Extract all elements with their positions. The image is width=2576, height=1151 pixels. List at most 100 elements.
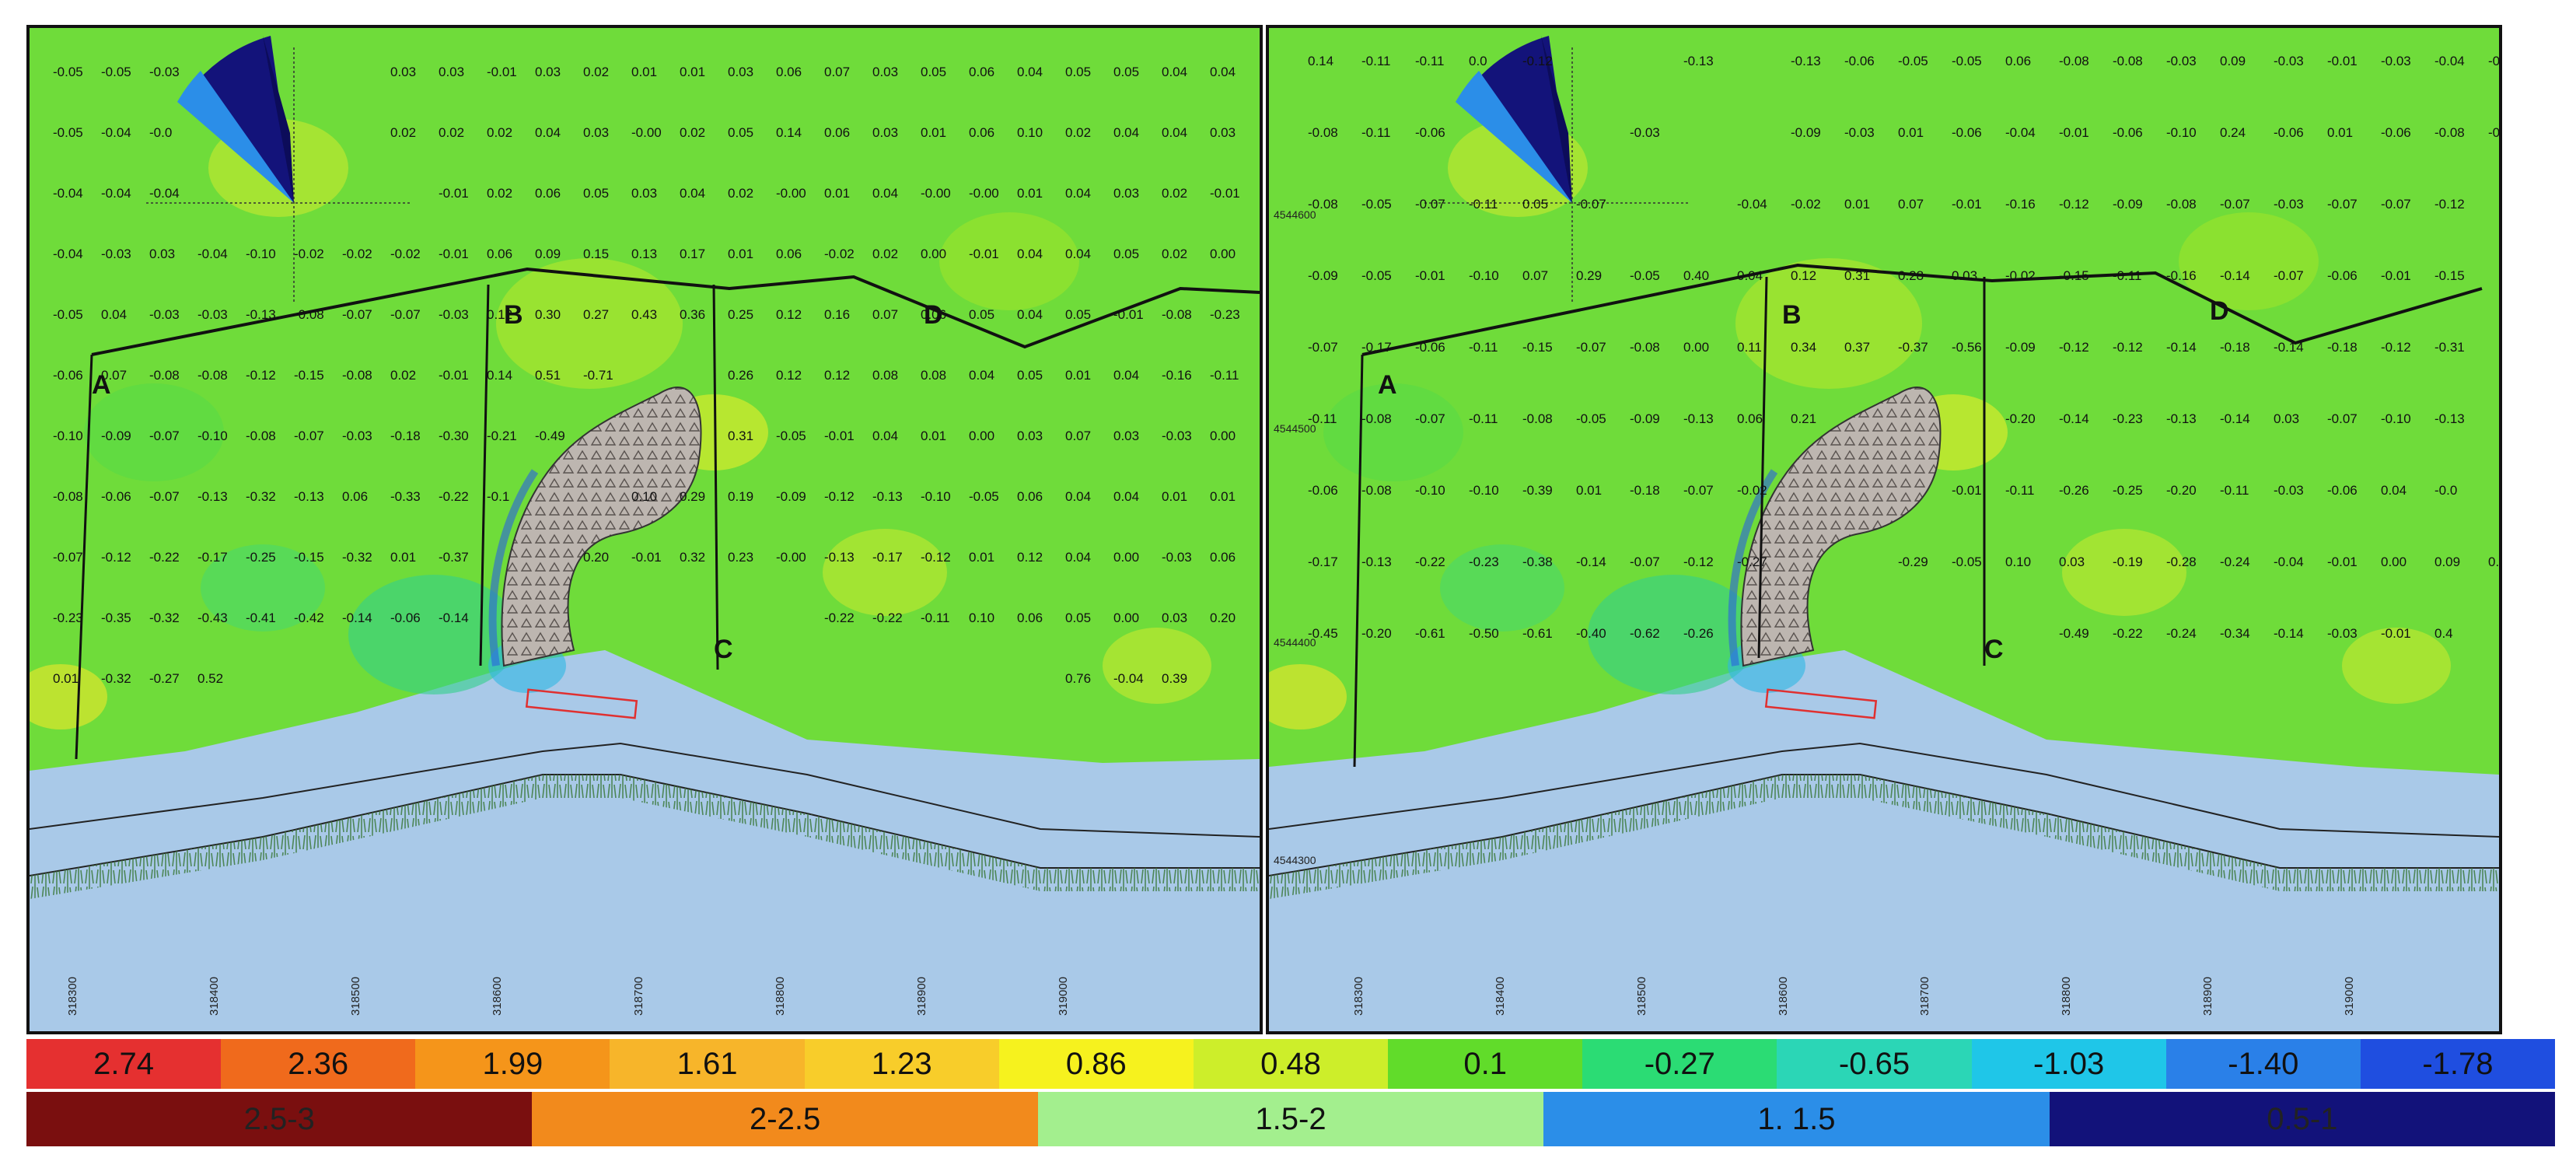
- change-value-label: -0.26: [2059, 483, 2089, 498]
- change-value-label: 0.12: [776, 368, 802, 383]
- change-value-label: -0.14: [439, 610, 469, 625]
- change-value-label: 0.04: [1737, 268, 1763, 283]
- variation-patch: [496, 258, 683, 389]
- change-value-label: -0.09: [1791, 125, 1821, 140]
- change-value-label: -0.04: [149, 186, 180, 201]
- change-value-label: 0.01: [1162, 489, 1187, 504]
- change-value-label: -0.07: [53, 550, 83, 565]
- profile-label: C: [1984, 635, 2004, 664]
- change-value-label: -0.05: [1630, 268, 1660, 283]
- change-value-label: 0.00: [1113, 550, 1139, 565]
- change-value-label: -0.38: [1522, 555, 1553, 569]
- change-value-label: -0.15: [1522, 340, 1553, 355]
- change-value-label: 0.17: [680, 247, 705, 261]
- change-value-label: -0.10: [53, 429, 83, 443]
- change-value-label: -0.07: [342, 307, 372, 322]
- change-value-label: -0.22: [439, 489, 469, 504]
- change-value-label: -0.32: [101, 671, 131, 686]
- change-value-label: -0.13: [294, 489, 324, 504]
- change-value-label: -0.15: [294, 550, 324, 565]
- change-value-label: -0.09: [2113, 197, 2143, 212]
- change-value-label: -0.10: [1469, 483, 1499, 498]
- change-value-label: 0.20: [1210, 610, 1236, 625]
- change-value-label: -0.56: [1952, 340, 1982, 355]
- profile-line: [91, 267, 1260, 356]
- change-value-label: -0.11: [2005, 483, 2035, 498]
- variation-patch: [84, 383, 224, 481]
- change-value-label: -0.32: [342, 550, 372, 565]
- change-value-label: 0.04: [1162, 65, 1187, 79]
- easting-tick-label: 318500: [1635, 977, 1648, 1016]
- change-value-label: -0.09: [1308, 268, 1338, 283]
- map-canvas-left: -0.05 -0.05 -0.03 0.03 0.03 -0.01 0.03 0.02 0.01…: [30, 28, 1260, 1031]
- change-value-label: 0.32: [680, 550, 705, 565]
- change-value-label: -0.03: [2274, 483, 2304, 498]
- change-value-label: 0.20: [583, 550, 609, 565]
- change-value-label: -0.07: [1630, 555, 1660, 569]
- change-value-label: -0.05: [776, 429, 806, 443]
- variation-patch: [1103, 628, 1211, 704]
- change-value-label: -0.24: [2166, 626, 2197, 641]
- change-value-label: -0.33: [390, 489, 421, 504]
- change-value-label: 0.01: [1065, 368, 1091, 383]
- legend-swatch: 1.61: [610, 1039, 805, 1089]
- breakwater-structure: [525, 688, 638, 719]
- change-value-label: -0.01: [631, 550, 662, 565]
- change-value-label: -0.25: [2113, 483, 2143, 498]
- change-value-label: 0.12: [1791, 268, 1816, 283]
- legend-swatch: 2.5-3: [26, 1092, 533, 1146]
- profile-transect: [712, 284, 719, 670]
- change-value-label: -0.50: [1469, 626, 1499, 641]
- change-value-label: 0.01: [390, 550, 416, 565]
- change-value-label: 0.21: [1791, 411, 1816, 426]
- change-value-label: -0.08: [2488, 125, 2499, 140]
- change-value-label: 0.08: [921, 368, 946, 383]
- change-value-label: 0.04: [1210, 65, 1236, 79]
- change-value-label: 0.12: [776, 307, 802, 322]
- change-value-label: 0.14: [776, 125, 802, 140]
- change-value-label: -0.14: [1576, 555, 1606, 569]
- change-value-label: -0.13: [246, 307, 276, 322]
- change-value-label: -0.13: [1683, 54, 1714, 68]
- legend-swatch: -1.03: [1971, 1039, 2166, 1089]
- rose-petal: [1471, 36, 1572, 203]
- change-value-label: 0.05: [583, 186, 609, 201]
- profile-label: B: [1782, 300, 1802, 330]
- change-value-label: -0.03: [342, 429, 372, 443]
- change-value-label: -0.10: [1415, 483, 1445, 498]
- change-value-label: -0.14: [342, 610, 372, 625]
- change-value-label: -0.08: [246, 429, 276, 443]
- change-value-label: 0.14: [1308, 54, 1333, 68]
- change-value-label: -0.15: [2434, 268, 2465, 283]
- change-value-label: -0.22: [1415, 555, 1445, 569]
- change-value-label: -0.06: [2381, 125, 2411, 140]
- change-value-label: -0.18: [390, 429, 421, 443]
- change-value-label: -0.07: [149, 489, 180, 504]
- change-value-label: 0.01: [631, 65, 657, 79]
- change-value-label: -0.07: [390, 307, 421, 322]
- change-value-label: 0.10: [631, 489, 657, 504]
- change-value-label: 0.10: [2005, 555, 2031, 569]
- change-value-label: 0.10: [1017, 125, 1043, 140]
- change-value-label: 0.03: [1162, 610, 1187, 625]
- change-value-label: 0.02: [583, 65, 609, 79]
- change-value-label: -0.23: [1469, 555, 1499, 569]
- change-value-label: -0.14: [2274, 340, 2304, 355]
- change-value-label: -0.0: [2434, 483, 2457, 498]
- change-value-label: 0.04: [872, 186, 898, 201]
- change-value-label: 0.05: [728, 125, 753, 140]
- change-value-label: -0.05: [1361, 197, 1392, 212]
- rock-groyne: [501, 387, 702, 667]
- easting-tick-label: 318400: [208, 977, 221, 1016]
- change-value-label: -0.62: [1630, 626, 1660, 641]
- wave-rose-icon: [146, 36, 411, 304]
- change-value-label: -0.09: [101, 429, 131, 443]
- change-value-label: 0.06: [824, 125, 850, 140]
- change-value-label: 0.02: [487, 125, 512, 140]
- legend-swatch: 0.48: [1193, 1039, 1389, 1089]
- change-value-label: -0.05: [1952, 555, 1982, 569]
- change-value-label: -0.03: [2166, 54, 2197, 68]
- change-value-label: -0.01: [1952, 483, 1982, 498]
- profile-label: B: [504, 300, 523, 330]
- change-value-label: -0.02: [2005, 268, 2036, 283]
